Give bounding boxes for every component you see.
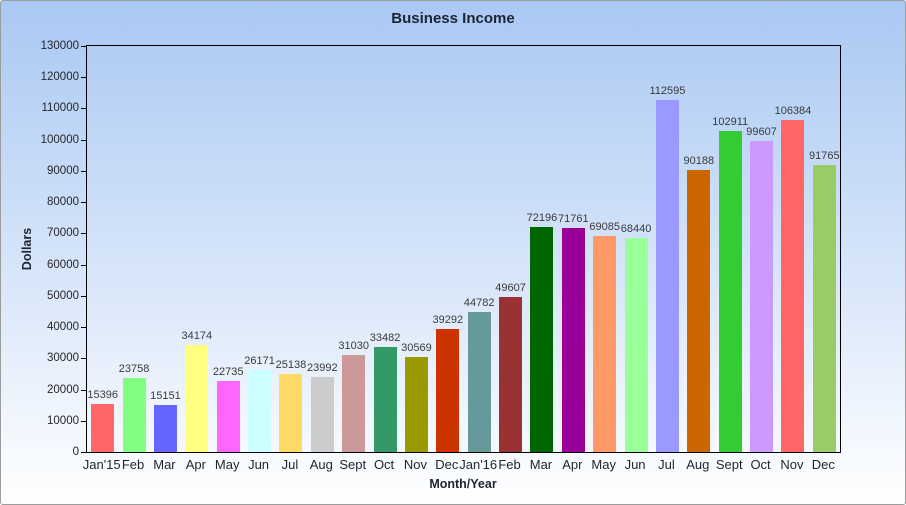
y-tick-mark [81,139,86,141]
bar [530,226,554,452]
bar [561,227,585,452]
bar [750,140,774,452]
y-tick-mark [81,202,86,204]
x-tick-label: Jun [248,457,270,472]
y-tick-mark [81,264,86,266]
bar-value-label: 26171 [244,355,275,368]
x-tick-label: Sept [715,457,743,472]
y-tick-mark [81,389,86,391]
x-tick-label: May [591,457,616,472]
y-tick-label: 80000 [47,196,79,209]
bar [91,403,115,452]
x-tick-label: Jun [624,457,646,472]
x-tick-label: Apr [562,457,583,472]
x-tick-label: Mar [529,457,553,472]
y-tick-label: 40000 [47,321,79,334]
bar [718,130,742,452]
bar [248,370,272,452]
y-tick-mark [81,233,86,235]
bar [812,165,836,452]
y-tick-label: 110000 [41,102,79,115]
y-tick-label: 100000 [40,133,79,146]
y-tick-label: 60000 [47,258,79,271]
bar-value-label: 71761 [558,212,589,225]
y-tick-mark [81,170,86,172]
y-tick-mark [81,108,86,110]
x-tick-label: Feb [121,457,145,472]
y-tick-mark [81,452,86,453]
x-tick-label: Jul [658,457,675,472]
bar-value-label: 23758 [118,362,150,375]
chart-title: Business Income [391,10,515,27]
bar [373,347,397,452]
x-tick-label: Oct [373,457,395,472]
bar [153,404,177,452]
y-tick-mark [81,46,86,47]
x-tick-label: May [214,457,240,472]
plot-area: 15396 23758 15151 34174 22735 26171 25138 23992… [86,45,841,453]
x-tick-label: Apr [185,457,206,472]
bar [467,312,491,452]
bar-value-label: 33482 [369,332,401,345]
y-tick-label: 20000 [47,383,79,396]
y-tick-label: 120000 [40,71,79,84]
bar [185,345,209,452]
bar [781,119,805,452]
y-tick-label: 130000 [40,40,79,52]
y-tick-label: 10000 [47,414,79,427]
x-tick-label: Jul [281,457,299,472]
bar [279,373,303,452]
x-tick-label: Aug [686,457,710,472]
bar [342,355,366,452]
y-tick-mark [81,358,86,360]
bar [436,329,460,452]
x-tick-label: Oct [750,457,771,472]
bar [624,238,648,452]
y-tick-mark [81,295,86,297]
x-axis-title: Month/Year [429,477,497,491]
y-tick-label: 90000 [47,164,79,177]
x-tick-label: Aug [309,457,333,472]
x-tick-label: Dec [811,457,835,472]
y-tick-mark [81,327,86,329]
bar-value-label: 106384 [774,104,812,117]
bar-value-label: 102911 [712,115,749,128]
bar [655,100,679,452]
bar [687,170,711,452]
x-tick-label: Nov [780,457,804,472]
bar-value-label: 34174 [181,330,213,343]
bar [122,377,146,452]
y-tick-mark [81,420,86,422]
y-tick-label: 70000 [47,227,79,240]
bar [404,356,428,452]
x-tick-label: Nov [403,457,427,472]
y-tick-label: 50000 [47,289,79,302]
x-tick-label: Jan'16 [459,457,498,472]
y-tick-label: 30000 [47,352,79,365]
x-tick-label: Feb [498,457,521,472]
bar-value-label: 72196 [526,211,558,224]
bar-value-label: 112595 [649,85,686,98]
x-tick-label: Dec [435,457,459,472]
x-tick-label: Sept [339,457,367,472]
bar [310,377,334,452]
x-tick-label: Mar [153,457,176,472]
bar [499,297,523,452]
y-tick-mark [81,77,86,79]
x-tick-label: Jan'15 [82,457,121,472]
bar [593,236,617,452]
bar [216,381,240,452]
y-tick-label: 0 [72,446,79,458]
